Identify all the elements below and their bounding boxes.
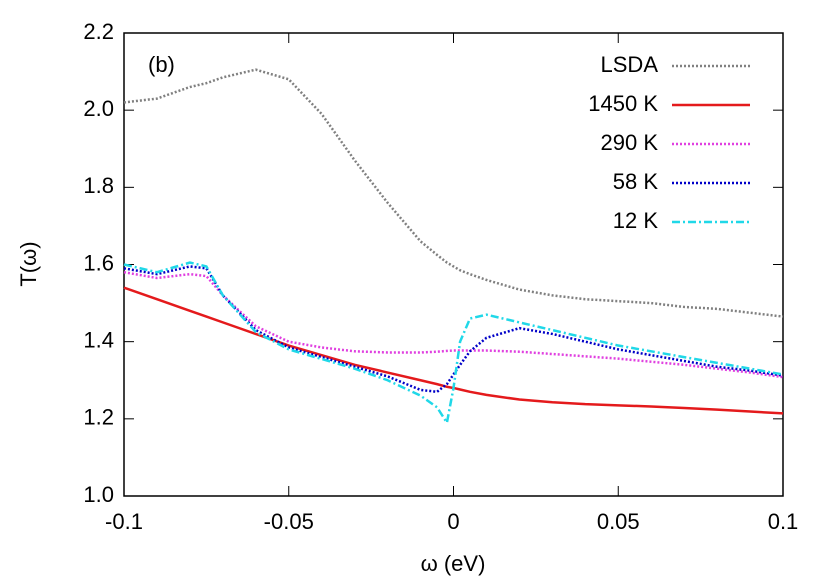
x-axis-label: ω (eV) bbox=[421, 551, 486, 576]
series-line bbox=[123, 270, 784, 379]
x-tick-label: 0.05 bbox=[597, 509, 640, 534]
plot-frame bbox=[123, 32, 784, 497]
y-tick-label: 1.2 bbox=[83, 405, 114, 430]
x-tick-label: -0.05 bbox=[264, 509, 314, 534]
legend-label: 290 K bbox=[601, 130, 659, 155]
x-tick-label: 0 bbox=[447, 509, 459, 534]
y-axis-label: T(ω) bbox=[16, 241, 41, 286]
legend-label: LSDA bbox=[601, 52, 659, 77]
annotation: (b) bbox=[148, 52, 175, 77]
legend-label: 1450 K bbox=[588, 91, 658, 116]
series-line bbox=[123, 265, 784, 394]
y-tick-label: 1.6 bbox=[83, 250, 114, 275]
series-line bbox=[123, 286, 784, 415]
y-tick-label: 2.2 bbox=[83, 19, 114, 44]
series-line bbox=[123, 68, 784, 318]
y-tick-label: 1.4 bbox=[83, 327, 114, 352]
y-tick-label: 2.0 bbox=[83, 96, 114, 121]
legend-label: 58 K bbox=[613, 169, 659, 194]
legend-label: 12 K bbox=[613, 208, 659, 233]
y-tick-label: 1.0 bbox=[83, 482, 114, 507]
y-tick-label: 1.8 bbox=[83, 173, 114, 198]
x-tick-label: -0.1 bbox=[105, 509, 143, 534]
series-line bbox=[123, 261, 784, 427]
x-tick-label: 0.1 bbox=[768, 509, 799, 534]
